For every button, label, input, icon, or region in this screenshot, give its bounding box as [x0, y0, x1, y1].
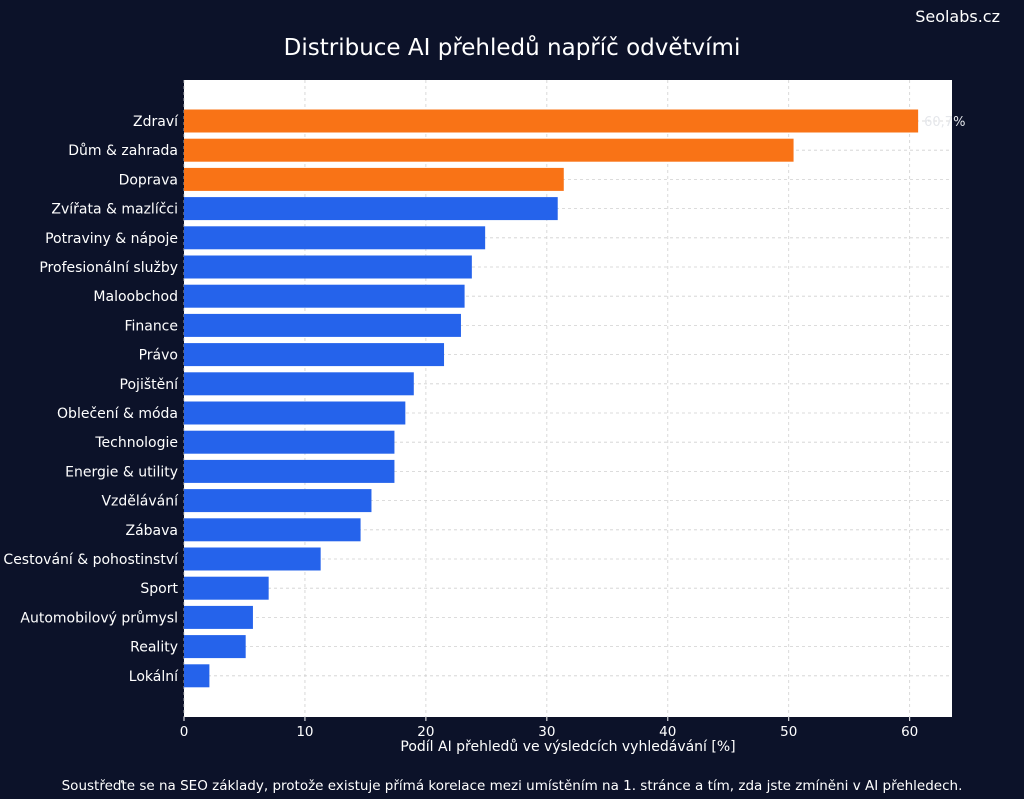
- bar-chart: 60,7% Zdraví Dům & zahrada Doprava Zvířata …: [3, 80, 965, 755]
- bar: [184, 605, 253, 629]
- data-label: 60,7%: [924, 115, 965, 130]
- category-labels: Zdraví Dům & zahrada Doprava Zvířata & mazl…: [3, 114, 179, 685]
- bar: [184, 518, 361, 542]
- category-label: Zvířata & mazlíčci: [51, 202, 178, 218]
- bar: [184, 109, 919, 133]
- category-label: Pojištění: [120, 377, 180, 393]
- x-tick-label: 50: [780, 724, 797, 740]
- category-label: Zdraví: [133, 114, 179, 130]
- bar: [184, 197, 558, 221]
- category-label: Profesionální služby: [39, 260, 178, 276]
- bar: [184, 664, 210, 688]
- bar: [184, 635, 246, 659]
- x-tick-label: 20: [417, 724, 434, 740]
- category-label: Lokální: [129, 669, 179, 685]
- bar: [184, 167, 564, 191]
- category-label: Finance: [124, 318, 178, 334]
- x-tick-label: 0: [180, 724, 189, 740]
- category-label: Reality: [130, 640, 178, 656]
- category-label: Automobilový průmysl: [20, 610, 178, 626]
- x-tick-label: 10: [296, 724, 313, 740]
- category-label: Vzdělávání: [101, 494, 179, 510]
- category-label: Dům & zahrada: [68, 143, 178, 159]
- footer-caption: Soustřeďte se na SEO základy, protože ex…: [61, 778, 963, 794]
- annotations: 60,7%: [924, 115, 965, 130]
- bar: [184, 430, 395, 454]
- x-axis-label: Podíl AI přehledů ve výsledcích vyhledáv…: [400, 739, 735, 755]
- brand-label: Seolabs.cz: [915, 7, 1000, 26]
- bar: [184, 459, 395, 483]
- bar: [184, 489, 372, 513]
- bar: [184, 576, 269, 600]
- x-tick-label: 30: [538, 724, 555, 740]
- bar: [184, 547, 321, 571]
- category-label: Technologie: [94, 435, 178, 451]
- x-tick-label: 40: [659, 724, 676, 740]
- bar: [184, 313, 461, 337]
- chart-title: Distribuce AI přehledů napříč odvětvími: [283, 35, 741, 61]
- bars: [184, 109, 919, 688]
- bar: [184, 284, 465, 308]
- bar: [184, 138, 794, 162]
- bar: [184, 226, 486, 250]
- bar: [184, 372, 414, 396]
- category-label: Sport: [140, 581, 178, 597]
- category-label: Doprava: [119, 172, 178, 188]
- category-label: Maloobchod: [93, 289, 178, 305]
- category-label: Cestování & pohostinství: [3, 552, 179, 568]
- category-label: Potraviny & nápoje: [45, 231, 178, 247]
- category-label: Zábava: [126, 523, 179, 539]
- category-label: Oblečení & móda: [57, 406, 178, 422]
- bar: [184, 343, 445, 367]
- category-label: Právo: [139, 348, 178, 364]
- bar: [184, 255, 472, 279]
- bar: [184, 401, 406, 425]
- category-label: Energie & utility: [65, 464, 178, 480]
- x-axis-ticks: 0 10 20 30 40 50 60: [180, 717, 918, 740]
- x-tick-label: 60: [901, 724, 918, 740]
